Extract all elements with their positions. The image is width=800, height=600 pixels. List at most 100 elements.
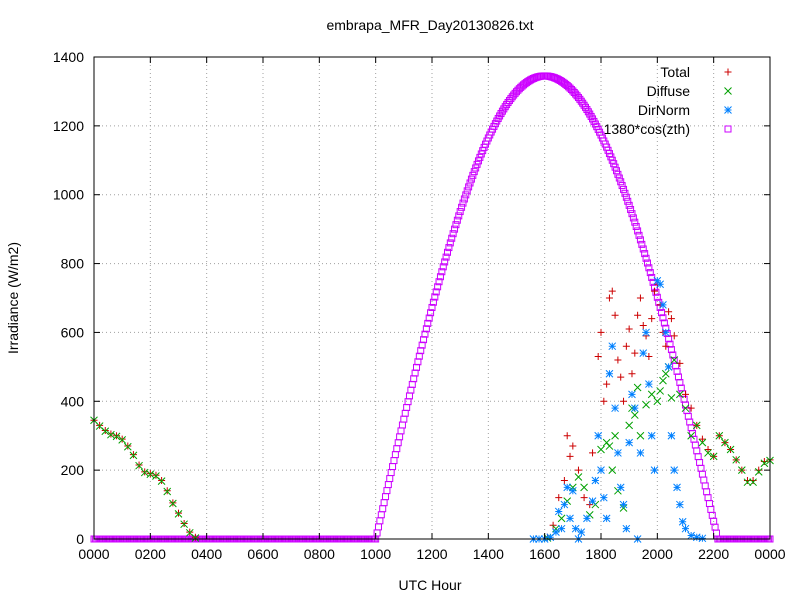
dirnorm-point [554,507,563,516]
legend-dirnorm-marker [724,106,732,114]
total-point [670,332,678,340]
dirnorm-point [673,483,681,492]
dirnorm-point [614,449,622,457]
y-tick-label: 400 [61,393,85,409]
dirnorm-point [692,533,701,542]
diffuse-point [667,393,676,402]
cos-zth-point [472,164,480,172]
total-point [651,287,659,295]
dirnorm-point [546,533,555,542]
cos-zth-point [638,240,646,248]
cos-zth-point [660,319,668,327]
total-point [687,404,695,412]
diffuse-point [157,477,166,486]
diffuse-point [661,369,670,378]
dirnorm-point [678,517,687,526]
cos-zth-point [636,236,644,244]
cos-zth-point [445,244,453,252]
cos-zth-point [452,221,460,229]
diffuse-point [630,411,639,419]
diffuse-point [597,445,605,454]
cos-zth-point [446,239,454,247]
diffuse-point [687,431,695,440]
dirnorm-point [568,486,577,495]
dirnorm-point [661,328,670,337]
diffuse-point [698,438,707,447]
y-tick-label: 600 [61,324,85,340]
cos-zth-point [443,248,451,256]
cos-zth-point [420,336,428,344]
cos-zth-point [462,191,470,199]
diffuse-point [580,483,588,492]
cos-zth-point [646,269,654,277]
dirnorm-point [659,301,667,309]
total-point [600,397,608,405]
total-point [620,397,628,405]
dirnorm-point [622,524,631,533]
cos-zth-point [439,263,447,271]
cos-zth-point [455,212,463,220]
x-tick-label: 0800 [304,546,335,562]
cos-zth-point [422,325,430,333]
cos-zth-point [425,314,433,322]
cos-zth-point [453,216,461,224]
x-tick-label: 1400 [473,546,504,562]
cos-zth-point [467,175,475,183]
cos-zth-point [612,167,620,175]
dirnorm-point [611,404,619,413]
dirnorm-point [560,500,569,509]
dirnorm-point [650,466,659,474]
total-point [667,315,675,323]
legend: Total Diffuse DirNorm 1380*cos(zth) [604,64,732,137]
total-point [625,325,633,333]
dirnorm-point [608,342,617,351]
diffuse-point [101,427,110,436]
cos-zth-point [659,314,667,322]
total-point [597,328,605,336]
y-tick-label: 1400 [53,49,84,65]
diffuse-point [715,431,724,440]
cos-zth-point [435,278,443,286]
cos-zth-point [639,245,647,253]
cos-zth-point [463,187,471,195]
diffuse-point [681,404,690,413]
total-point [594,353,602,361]
cos-zth-point [627,205,635,213]
legend-dirnorm-label: DirNorm [638,102,690,118]
diffuse-point [123,442,132,451]
dirnorm-point [591,476,600,485]
legend-cos-zth-marker [724,125,732,133]
total-point [611,311,619,319]
x-tick-label: 1000 [360,546,391,562]
dirnorm-point [597,466,605,474]
cos-zth-point [615,174,623,182]
cos-zth-point [624,197,632,205]
total-point [628,370,636,378]
diffuse-point [659,376,667,385]
cos-zth-point [645,264,653,272]
cos-zth-point [653,293,661,301]
cos-zth-point [427,309,435,317]
cos-zth-point [631,218,639,226]
cos-zth-point [449,230,457,238]
cos-zth-point [621,189,629,197]
total-point [580,494,588,502]
total-point [589,449,597,457]
x-axis-label: UTC Hour [398,577,461,593]
cos-zth-point [431,293,439,301]
dirnorm-point [616,483,625,492]
cos-zth-point [628,210,636,218]
dirnorm-point [630,404,639,413]
dirnorm-point [557,524,566,533]
dirnorm-point [670,466,679,474]
cos-zth-point [667,346,675,354]
x-tick-label: 0400 [191,546,222,562]
y-tick-label: 1000 [53,187,84,203]
diffuse-point [174,510,183,518]
diffuse-point [107,430,115,439]
cos-zth-point [466,179,474,187]
diffuse-point [737,466,746,474]
diffuse-point [163,487,172,496]
